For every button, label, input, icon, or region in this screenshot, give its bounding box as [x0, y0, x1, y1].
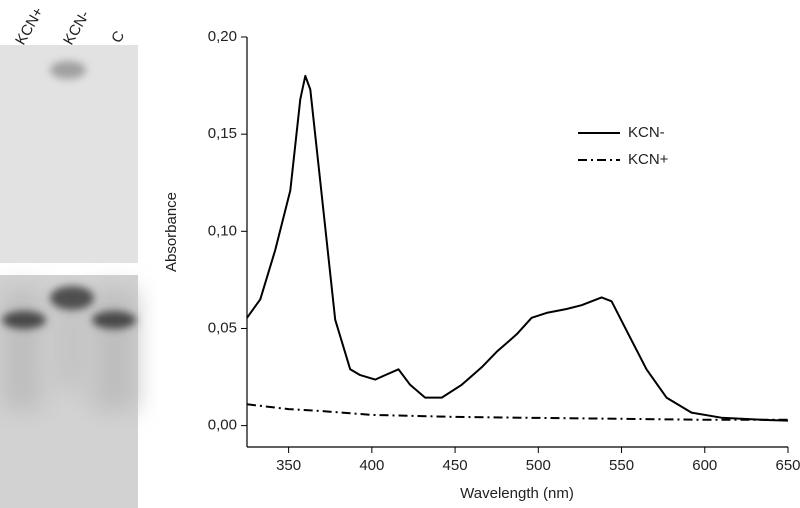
gel-band [2, 311, 46, 329]
gel-upper-panel [0, 45, 138, 263]
x-axis-label: Wavelength (nm) [460, 485, 574, 502]
x-tick-label: 350 [276, 457, 301, 474]
y-tick-label: 0,15 [208, 125, 237, 142]
gel-band [50, 286, 94, 310]
x-tick-label: 550 [609, 457, 634, 474]
x-tick-label: 450 [443, 457, 468, 474]
x-tick-label: 650 [775, 457, 800, 474]
lane-label: KCN+ [12, 4, 47, 48]
data-line [246, 403, 788, 421]
y-axis-label: Absorbance [163, 192, 180, 272]
y-tick-label: 0,10 [208, 222, 237, 239]
x-tick-label: 600 [692, 457, 717, 474]
gel-image: KCN+ KCN- C [0, 4, 138, 508]
x-tick-label: 400 [359, 457, 384, 474]
y-tick-label: 0,05 [208, 319, 237, 336]
gel-smear [92, 290, 136, 410]
gel-smear [2, 290, 42, 410]
lane-label: KCN- [60, 8, 93, 48]
gel-band [92, 311, 136, 329]
legend-label: KCN- [628, 124, 665, 141]
gel-band [50, 61, 86, 79]
x-tick-label: 500 [526, 457, 551, 474]
y-tick-label: 0,00 [208, 417, 237, 434]
data-line [246, 74, 789, 422]
y-tick-label: 0,20 [208, 28, 237, 45]
gel-smear [52, 300, 92, 390]
legend-label: KCN+ [628, 151, 669, 168]
lane-label: C [108, 28, 128, 46]
